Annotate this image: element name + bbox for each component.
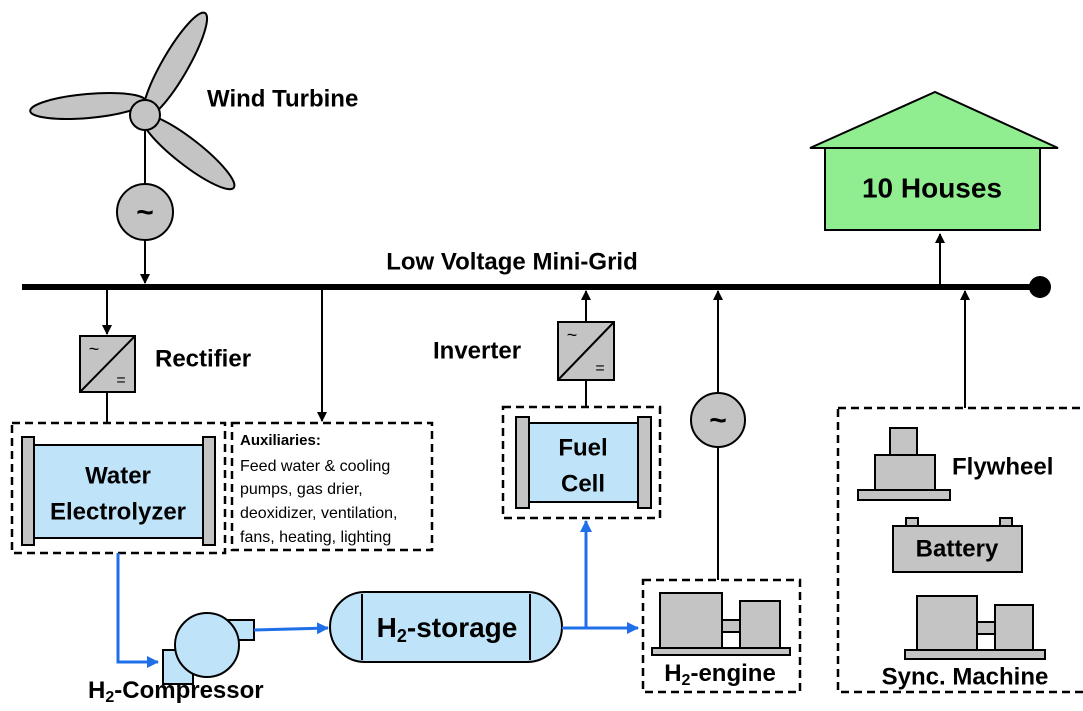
sync-machine-label: Sync. Machine [882, 663, 1049, 690]
rectifier-label: Rectifier [155, 345, 251, 372]
auxiliaries [230, 290, 434, 552]
label-part: -Compressor [114, 677, 263, 704]
engine-label: H2-engine [664, 660, 776, 689]
storage-label: H2-storage [377, 612, 518, 645]
electrolyzer-label: Electrolyzer [50, 498, 186, 525]
ac-symbol: ~ [567, 325, 578, 345]
houses [809, 90, 1059, 284]
subscript: 2 [682, 672, 691, 689]
generator-symbol: ~ [136, 196, 154, 229]
electrolyzer-label: Water [85, 462, 151, 489]
fuel-cell-label: Cell [561, 470, 605, 497]
wind-turbine [29, 11, 236, 284]
flywheel-label: Flywheel [952, 453, 1053, 480]
hydrogen-path [116, 520, 639, 685]
compressor-label: H2-Compressor [88, 677, 264, 706]
bus-end [1029, 276, 1051, 298]
label-part: H [664, 660, 681, 687]
h2-engine [641, 290, 802, 694]
grid-title: Low Voltage Mini-Grid [386, 248, 638, 275]
dc-symbol: = [116, 372, 125, 389]
label-part: -storage [407, 612, 517, 643]
dc-symbol: = [595, 360, 604, 377]
label-part: H [88, 677, 105, 704]
auxiliaries-line: pumps, gas drier, [240, 481, 363, 498]
auxiliaries-heading: Auxiliaries: [240, 432, 321, 449]
ac-symbol: ~ [89, 339, 100, 359]
auxiliaries-line: Feed water & cooling [240, 458, 390, 475]
rectifier [79, 290, 136, 424]
auxiliaries-line: deoxidizer, ventilation, [240, 505, 397, 522]
houses-label: 10 Houses [862, 172, 1002, 203]
wind-turbine-label: Wind Turbine [207, 85, 358, 112]
fuel-cell [501, 405, 662, 520]
subscript: 2 [105, 689, 114, 706]
auxiliaries-line: fans, heating, lighting [240, 529, 391, 546]
backup-storage [836, 290, 1083, 694]
inverter-label: Inverter [433, 337, 521, 364]
inverter [557, 290, 615, 408]
label-part: H [377, 612, 397, 643]
battery-label: Battery [916, 535, 999, 562]
fuel-cell-label: Fuel [558, 434, 607, 461]
subscript: 2 [397, 626, 407, 646]
label-part: -engine [690, 660, 775, 687]
generator-symbol: ~ [709, 404, 727, 437]
